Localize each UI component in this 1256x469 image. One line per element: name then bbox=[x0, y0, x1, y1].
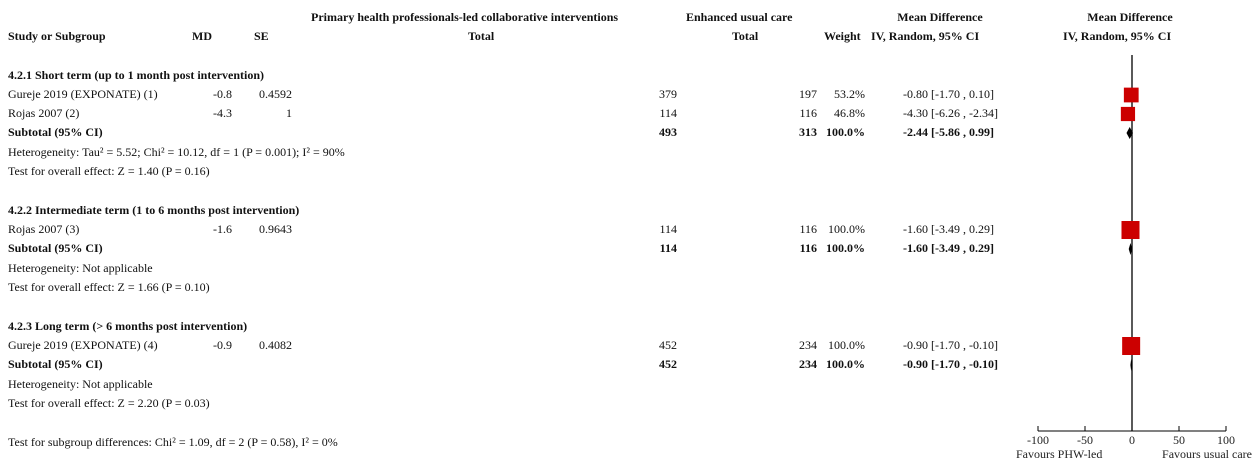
subgroup-title: 4.2.1 Short term (up to 1 month post int… bbox=[8, 68, 264, 82]
subtotal-label: Subtotal (95% CI) bbox=[8, 241, 103, 255]
study-name: Gureje 2019 (EXPONATE) (4) bbox=[8, 338, 158, 352]
study-weight: 100.0% bbox=[828, 338, 865, 352]
study-header: Study or Subgroup bbox=[8, 29, 106, 43]
subgroup-differences-text: Test for subgroup differences: Chi² = 1.… bbox=[8, 435, 338, 449]
study-md: -1.6 bbox=[213, 222, 232, 236]
overall-effect-text: Test for overall effect: Z = 1.40 (P = 0… bbox=[8, 164, 210, 178]
study-ci: -1.60 [-3.49 , 0.29] bbox=[903, 222, 994, 236]
overall-effect-text: Test for overall effect: Z = 2.20 (P = 0… bbox=[8, 396, 210, 410]
group2-header: Enhanced usual care bbox=[686, 10, 793, 24]
favours-right-label: Favours usual care bbox=[1162, 447, 1252, 461]
study-name: Gureje 2019 (EXPONATE) (1) bbox=[8, 87, 158, 101]
study-box bbox=[1120, 106, 1136, 122]
study-box bbox=[1121, 221, 1140, 239]
subtotal-total2: 116 bbox=[799, 241, 817, 255]
study-se: 0.9643 bbox=[259, 222, 292, 236]
study-total1: 114 bbox=[659, 222, 677, 236]
study-se: 0.4592 bbox=[259, 87, 292, 101]
subtotal-total1: 452 bbox=[659, 357, 677, 371]
study-weight: 53.2% bbox=[834, 87, 865, 101]
study-total2: 116 bbox=[799, 106, 817, 120]
study-md: -4.3 bbox=[213, 106, 232, 120]
subgroup-title: 4.2.3 Long term (> 6 months post interve… bbox=[8, 319, 248, 333]
study-total1: 379 bbox=[659, 87, 677, 101]
study-se: 0.4082 bbox=[259, 338, 292, 352]
study-ci: -4.30 [-6.26 , -2.34] bbox=[903, 106, 998, 120]
study-ci: -0.80 [-1.70 , 0.10] bbox=[903, 87, 994, 101]
subtotal-total1: 493 bbox=[659, 125, 677, 139]
x-axis-tick-label: -50 bbox=[1077, 433, 1093, 447]
x-axis-tick-label: -100 bbox=[1027, 433, 1049, 447]
study-weight: 100.0% bbox=[828, 222, 865, 236]
subtotal-ci: -1.60 [-3.49 , 0.29] bbox=[903, 241, 994, 255]
md-method-header: IV, Random, 95% CI bbox=[871, 29, 980, 43]
x-axis-tick-label: 50 bbox=[1173, 433, 1185, 447]
group1-header: Primary health professionals-led collabo… bbox=[311, 10, 619, 24]
study-total2: 116 bbox=[799, 222, 817, 236]
plot-method-header: IV, Random, 95% CI bbox=[1063, 29, 1172, 43]
subtotal-total1: 114 bbox=[659, 241, 677, 255]
heterogeneity-text: Heterogeneity: Tau² = 5.52; Chi² = 10.12… bbox=[8, 145, 345, 159]
study-ci: -0.90 [-1.70 , -0.10] bbox=[903, 338, 998, 352]
se-column-header: SE bbox=[254, 29, 269, 43]
total2-column-header: Total bbox=[732, 29, 759, 43]
subtotal-diamond bbox=[1128, 243, 1133, 255]
subtotal-label: Subtotal (95% CI) bbox=[8, 357, 103, 371]
subtotal-total2: 313 bbox=[799, 125, 817, 139]
study-total2: 197 bbox=[799, 87, 817, 101]
md-column-header: MD bbox=[192, 29, 212, 43]
study-se: 1 bbox=[286, 106, 292, 120]
study-total2: 234 bbox=[799, 338, 817, 352]
study-weight: 46.8% bbox=[834, 106, 865, 120]
study-name: Rojas 2007 (2) bbox=[8, 106, 80, 120]
weight-column-header: Weight bbox=[824, 29, 861, 43]
x-axis-tick-label: 100 bbox=[1217, 433, 1235, 447]
subtotal-total2: 234 bbox=[799, 357, 817, 371]
heterogeneity-text: Heterogeneity: Not applicable bbox=[8, 261, 153, 275]
subtotal-weight: 100.0% bbox=[826, 241, 865, 255]
subtotal-ci: -0.90 [-1.70 , -0.10] bbox=[903, 357, 998, 371]
study-md: -0.9 bbox=[213, 338, 232, 352]
subtotal-weight: 100.0% bbox=[826, 357, 865, 371]
study-box bbox=[1122, 337, 1141, 355]
favours-left-label: Favours PHW-led bbox=[1016, 447, 1102, 461]
study-md: -0.8 bbox=[213, 87, 232, 101]
study-box bbox=[1123, 87, 1139, 103]
subtotal-diamond bbox=[1126, 127, 1133, 139]
heterogeneity-text: Heterogeneity: Not applicable bbox=[8, 377, 153, 391]
subtotal-ci: -2.44 [-5.86 , 0.99] bbox=[903, 125, 994, 139]
subtotal-weight: 100.0% bbox=[826, 125, 865, 139]
plot-header-top: Mean Difference bbox=[1087, 10, 1173, 24]
subgroup-title: 4.2.2 Intermediate term (1 to 6 months p… bbox=[8, 203, 300, 217]
study-name: Rojas 2007 (3) bbox=[8, 222, 80, 236]
subtotal-diamond bbox=[1130, 359, 1132, 371]
overall-effect-text: Test for overall effect: Z = 1.66 (P = 0… bbox=[8, 280, 210, 294]
md-header-top: Mean Difference bbox=[897, 10, 983, 24]
study-total1: 114 bbox=[659, 106, 677, 120]
study-total1: 452 bbox=[659, 338, 677, 352]
total1-column-header: Total bbox=[468, 29, 495, 43]
subtotal-label: Subtotal (95% CI) bbox=[8, 125, 103, 139]
x-axis-tick-label: 0 bbox=[1129, 433, 1135, 447]
